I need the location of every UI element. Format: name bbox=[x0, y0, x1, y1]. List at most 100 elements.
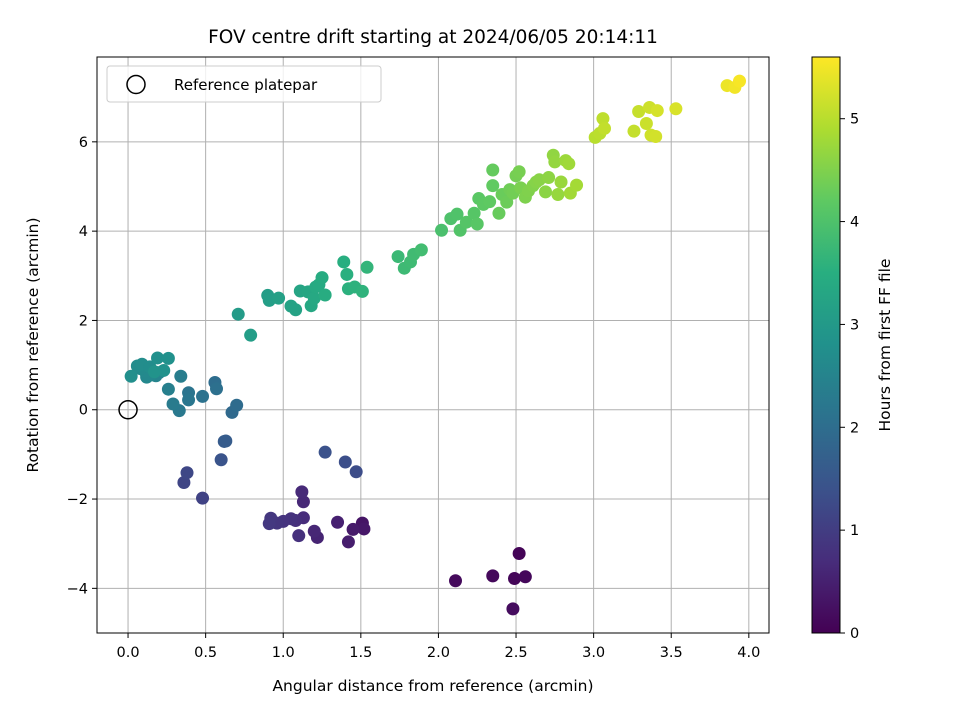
data-point bbox=[414, 243, 428, 257]
data-point bbox=[318, 288, 332, 302]
data-point bbox=[174, 369, 188, 383]
data-point bbox=[230, 398, 244, 412]
data-point bbox=[147, 365, 161, 379]
data-point bbox=[349, 465, 363, 479]
data-point bbox=[492, 206, 506, 220]
data-point bbox=[340, 267, 354, 281]
x-tick-label: 1.5 bbox=[349, 645, 372, 661]
x-tick-label: 0.0 bbox=[117, 645, 140, 661]
colorbar-tick-label: 2 bbox=[850, 420, 859, 436]
data-point bbox=[449, 574, 463, 588]
data-point bbox=[506, 602, 520, 616]
data-point bbox=[166, 397, 180, 411]
colorbar-tick-label: 3 bbox=[850, 317, 859, 333]
data-point bbox=[542, 171, 556, 185]
data-point bbox=[486, 179, 500, 193]
y-tick-label: −2 bbox=[67, 492, 88, 508]
data-point bbox=[214, 453, 228, 467]
colorbar-tick-label: 4 bbox=[850, 215, 859, 231]
data-point bbox=[486, 569, 500, 583]
data-point bbox=[161, 382, 175, 396]
data-point bbox=[539, 185, 553, 199]
y-tick-label: 0 bbox=[79, 403, 88, 419]
colorbar-tick-label: 0 bbox=[850, 626, 859, 642]
data-point bbox=[512, 547, 526, 561]
colorbar-tick-label: 1 bbox=[850, 523, 859, 539]
colorbar: 0 1 2 3 4 5 Hours from first FF file bbox=[811, 56, 894, 642]
chart-title: FOV centre drift starting at 2024/06/05 … bbox=[208, 27, 658, 48]
colorbar-tick-label: 5 bbox=[850, 112, 859, 128]
y-tick-label: 2 bbox=[79, 313, 88, 329]
data-point bbox=[124, 369, 138, 383]
data-point bbox=[244, 328, 258, 342]
data-point bbox=[570, 178, 584, 192]
data-point bbox=[548, 155, 562, 169]
data-point bbox=[450, 207, 464, 221]
data-point bbox=[639, 117, 653, 131]
data-point bbox=[562, 157, 576, 171]
data-point bbox=[210, 382, 224, 396]
data-point bbox=[459, 215, 473, 229]
data-point bbox=[650, 104, 664, 118]
data-point bbox=[435, 223, 449, 237]
x-tick-label: 2.0 bbox=[427, 645, 450, 661]
legend: Reference platepar bbox=[106, 65, 382, 103]
data-point bbox=[355, 284, 369, 298]
data-point bbox=[231, 307, 245, 321]
x-axis-ticks: 0.0 0.5 1.0 1.5 2.0 2.5 3.0 3.5 4.0 bbox=[117, 633, 760, 661]
data-point bbox=[292, 529, 306, 543]
data-point bbox=[346, 522, 360, 536]
data-point bbox=[518, 570, 532, 584]
data-point bbox=[507, 572, 521, 586]
legend-label: Reference platepar bbox=[174, 76, 318, 94]
data-point bbox=[262, 517, 276, 531]
data-point bbox=[357, 522, 371, 536]
data-point bbox=[467, 206, 481, 220]
data-point bbox=[219, 434, 233, 448]
data-point bbox=[196, 491, 210, 505]
colorbar-label: Hours from first FF file bbox=[876, 259, 894, 432]
x-tick-label: 3.0 bbox=[582, 645, 605, 661]
data-point bbox=[597, 121, 611, 135]
x-tick-label: 4.0 bbox=[737, 645, 760, 661]
data-point bbox=[391, 250, 405, 264]
plot-area: 0.0 0.5 1.0 1.5 2.0 2.5 3.0 3.5 4.0 −4 −2 0 2 4 6 bbox=[67, 56, 770, 661]
data-point bbox=[315, 271, 329, 285]
data-point bbox=[151, 351, 165, 365]
colorbar-gradient bbox=[811, 56, 841, 634]
data-point bbox=[289, 303, 303, 317]
y-tick-label: −4 bbox=[67, 581, 88, 597]
y-tick-label: 6 bbox=[79, 135, 88, 151]
x-tick-label: 0.5 bbox=[194, 645, 217, 661]
x-tick-label: 3.5 bbox=[660, 645, 683, 661]
data-point bbox=[512, 165, 526, 179]
y-tick-label: 4 bbox=[79, 224, 88, 240]
data-point bbox=[161, 351, 175, 365]
data-point bbox=[627, 124, 641, 138]
data-point bbox=[196, 389, 210, 403]
data-point bbox=[182, 393, 196, 407]
legend-marker bbox=[126, 74, 146, 95]
plot-border bbox=[96, 56, 770, 634]
data-point bbox=[341, 535, 355, 549]
y-axis-ticks: −4 −2 0 2 4 6 bbox=[67, 135, 97, 597]
data-point bbox=[331, 515, 345, 529]
data-point bbox=[486, 163, 500, 177]
data-point bbox=[177, 476, 191, 490]
data-point bbox=[272, 291, 286, 305]
data-point bbox=[296, 495, 310, 509]
y-axis-label: Rotation from reference (arcmin) bbox=[24, 217, 42, 472]
data-point bbox=[337, 255, 351, 269]
data-point bbox=[360, 260, 374, 274]
data-point bbox=[483, 195, 497, 209]
x-tick-label: 1.0 bbox=[272, 645, 295, 661]
data-point bbox=[307, 524, 321, 538]
reference-platepar-marker bbox=[118, 399, 138, 420]
colorbar-ticks: 0 1 2 3 4 5 bbox=[840, 112, 859, 642]
data-point bbox=[318, 445, 332, 459]
data-point bbox=[470, 217, 484, 231]
data-point bbox=[307, 291, 321, 305]
plot-frame bbox=[97, 57, 769, 633]
data-points bbox=[124, 74, 747, 616]
